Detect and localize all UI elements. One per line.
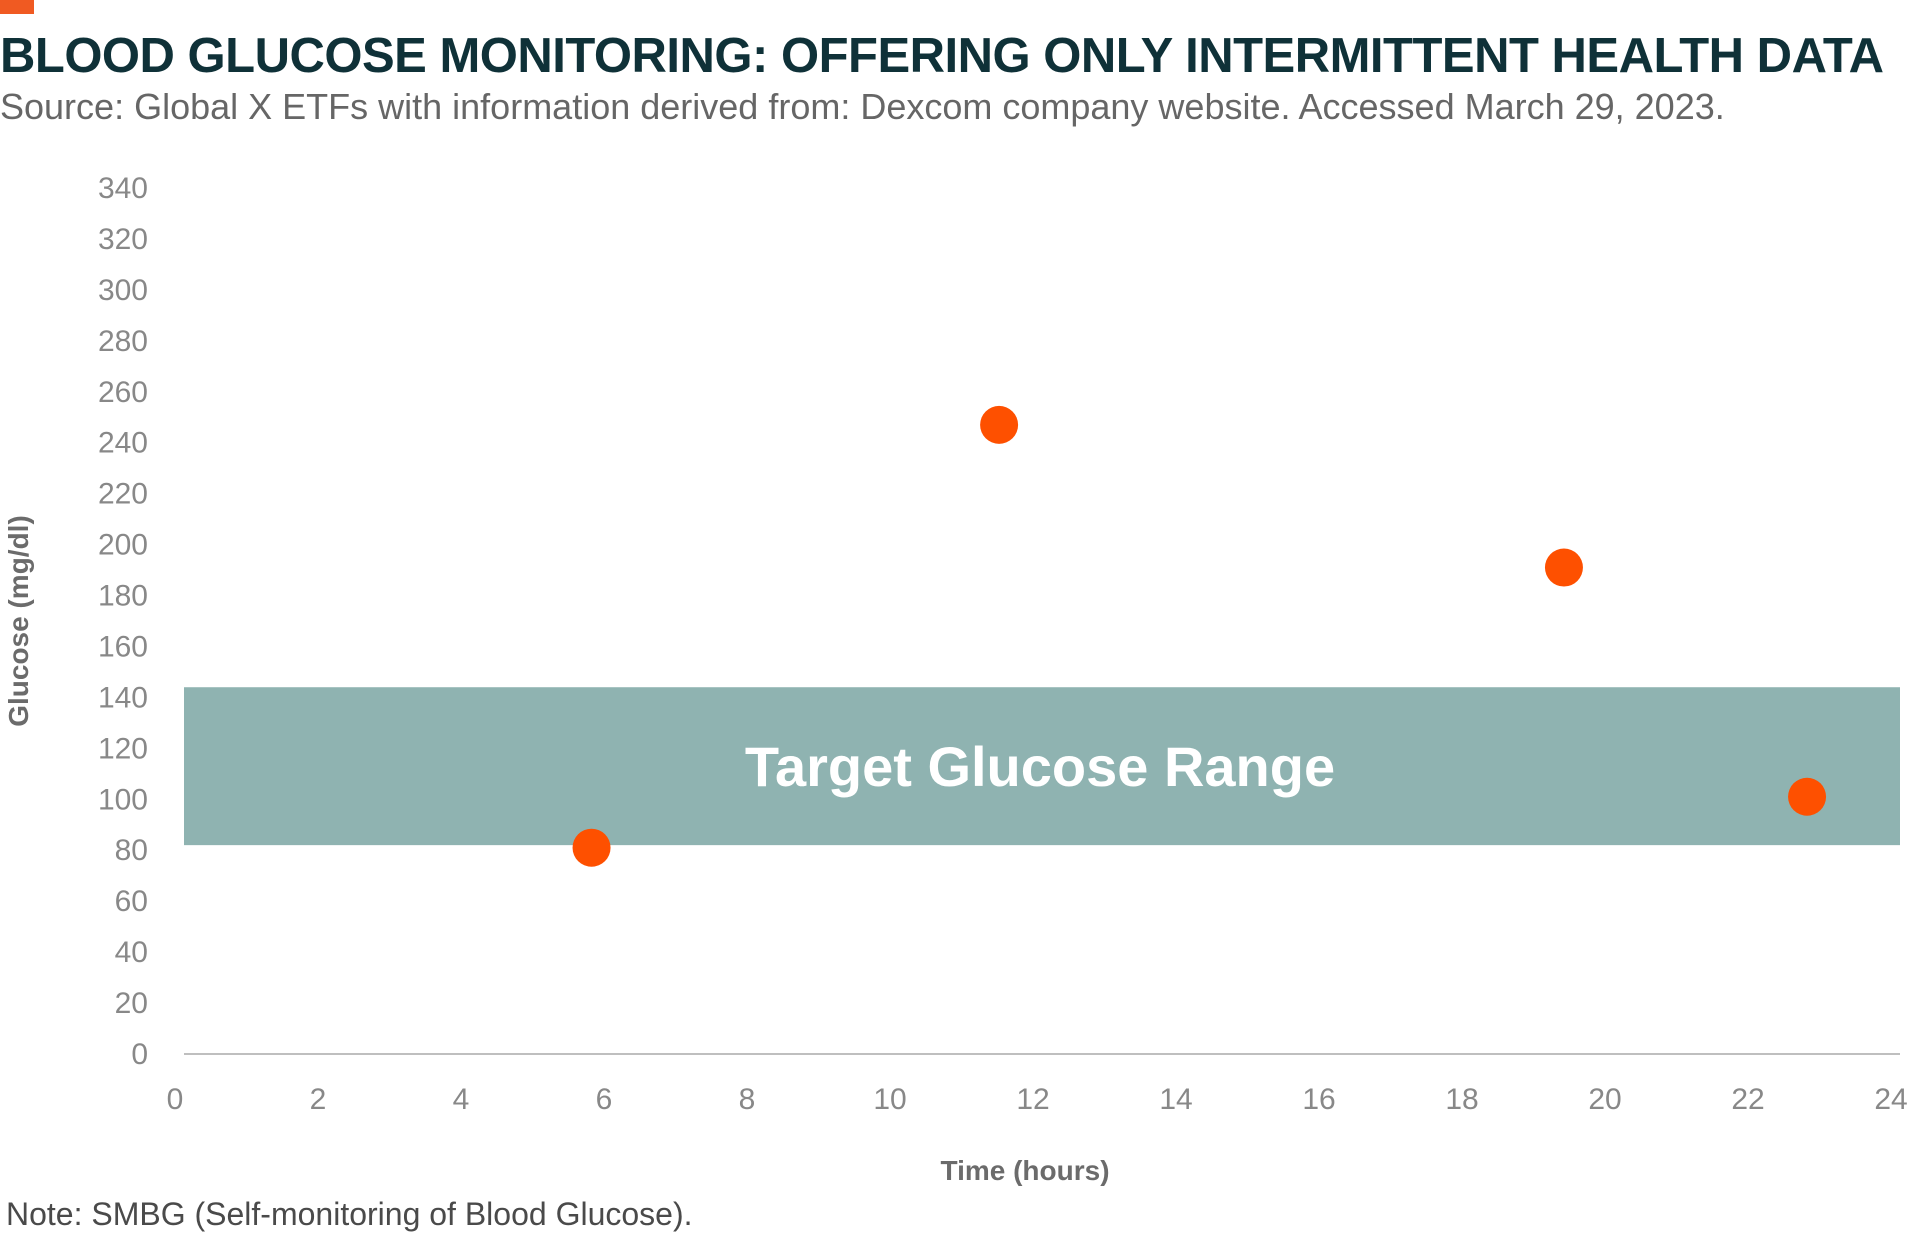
x-tick-label: 14 xyxy=(1159,1083,1192,1116)
data-point xyxy=(572,828,611,867)
y-tick-label: 260 xyxy=(98,376,148,409)
y-tick-label: 80 xyxy=(115,834,148,867)
y-tick-label: 280 xyxy=(98,325,148,358)
y-axis-title: Glucose (mg/dl) xyxy=(3,515,34,727)
x-tick-label: 2 xyxy=(310,1083,327,1116)
y-tick-label: 200 xyxy=(98,529,148,562)
x-tick-label: 22 xyxy=(1731,1083,1764,1116)
chart-title: BLOOD GLUCOSE MONITORING: OFFERING ONLY … xyxy=(0,29,1884,83)
x-tick-label: 16 xyxy=(1302,1083,1335,1116)
y-tick-label: 340 xyxy=(98,172,148,205)
data-point xyxy=(980,405,1019,444)
accent-bar xyxy=(0,0,34,14)
x-tick-label: 6 xyxy=(596,1083,613,1116)
y-tick-label: 160 xyxy=(98,630,148,663)
y-tick-label: 40 xyxy=(115,936,148,969)
x-tick-label: 24 xyxy=(1874,1083,1907,1116)
chart-subtitle: Source: Global X ETFs with information d… xyxy=(0,86,1725,127)
y-tick-label: 60 xyxy=(115,885,148,918)
data-points xyxy=(572,405,1827,867)
y-tick-label: 240 xyxy=(98,427,148,460)
data-point xyxy=(1544,548,1583,587)
x-tick-label: 18 xyxy=(1445,1083,1478,1116)
target-range-label: Target Glucose Range xyxy=(745,735,1335,798)
y-tick-label: 220 xyxy=(98,478,148,511)
x-axis-title: Time (hours) xyxy=(940,1155,1109,1186)
x-tick-label: 10 xyxy=(873,1083,906,1116)
x-tick-label: 4 xyxy=(453,1083,470,1116)
y-tick-label: 20 xyxy=(115,987,148,1020)
y-tick-label: 300 xyxy=(98,274,148,307)
x-tick-label: 20 xyxy=(1588,1083,1621,1116)
y-tick-label: 140 xyxy=(98,681,148,714)
x-tick-label: 8 xyxy=(739,1083,756,1116)
footnote: Note: SMBG (Self-monitoring of Blood Glu… xyxy=(6,1196,693,1232)
data-point xyxy=(1788,777,1827,816)
target-range-band xyxy=(184,687,1900,846)
y-tick-label: 120 xyxy=(98,732,148,765)
y-tick-label: 320 xyxy=(98,223,148,256)
y-tick-label: 0 xyxy=(131,1038,148,1071)
x-axis-ticks: 0 2 4 6 8 10 12 14 16 18 20 22 24 xyxy=(167,1083,1908,1116)
x-tick-label: 12 xyxy=(1016,1083,1049,1116)
y-tick-label: 100 xyxy=(98,783,148,816)
x-tick-label: 0 xyxy=(167,1083,184,1116)
y-axis-ticks: 0 20 40 60 80 100 120 140 160 180 200 220 240 260 280 3… xyxy=(98,172,148,1071)
y-tick-label: 180 xyxy=(98,580,148,613)
